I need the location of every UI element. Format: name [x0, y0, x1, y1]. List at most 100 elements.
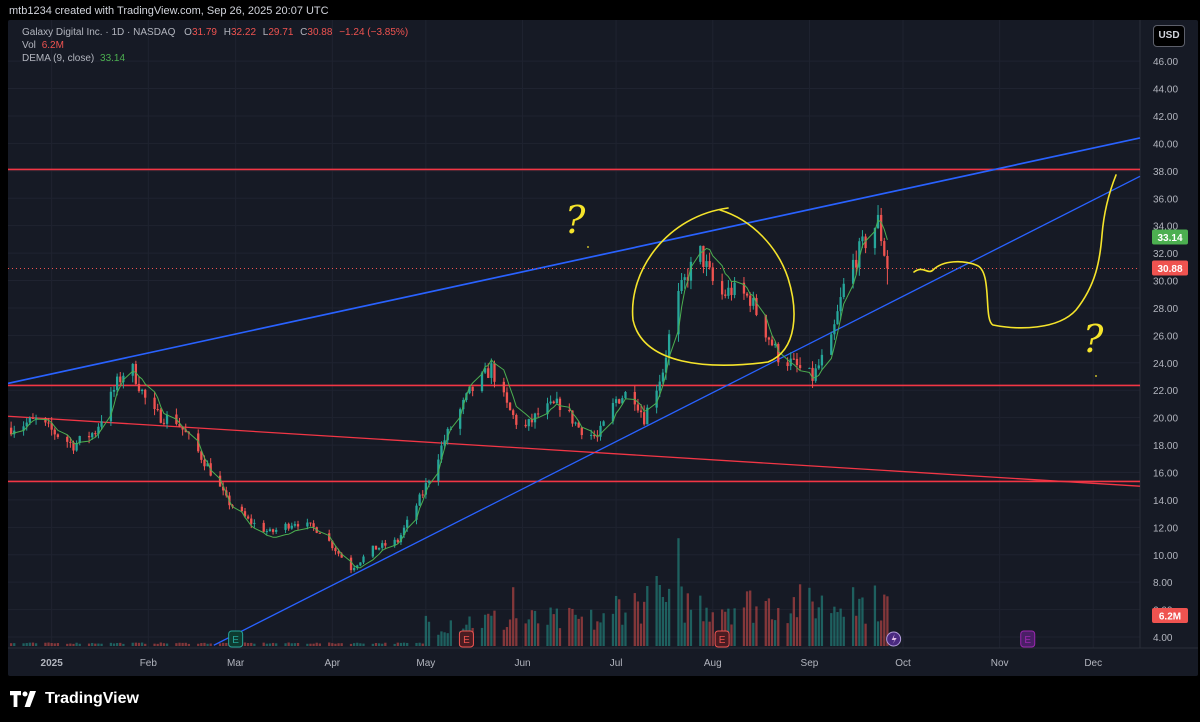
volume-bar — [446, 633, 449, 646]
volume-bar — [203, 642, 206, 646]
volume-bar — [97, 643, 100, 646]
candle-body — [200, 451, 203, 460]
candle-body — [515, 414, 518, 425]
candle-body — [646, 407, 649, 425]
candle-body — [667, 334, 671, 358]
candle-body — [296, 524, 300, 527]
x-tick-label: Nov — [991, 658, 1009, 669]
volume-bar — [639, 623, 643, 646]
volume-bar — [140, 642, 144, 646]
volume-bar — [78, 643, 81, 646]
chart-credit: mtb1234 created with TradingView.com, Se… — [9, 5, 329, 17]
candle-body — [206, 463, 209, 467]
volume-bar — [830, 613, 833, 646]
volume-bar — [702, 621, 705, 646]
candle-body — [418, 494, 421, 506]
trend-line-rising-support[interactable] — [213, 175, 1141, 646]
volume-bar — [56, 643, 60, 646]
candle-body — [359, 562, 362, 566]
candle-body — [636, 404, 640, 411]
drawing-circle[interactable] — [631, 207, 795, 366]
candle-body — [78, 436, 81, 443]
y-tick-label: 20.00 — [1153, 414, 1178, 425]
candle-body — [318, 532, 321, 534]
annotation-dot — [1095, 375, 1097, 377]
volume-bar — [47, 642, 50, 646]
volume-bar — [122, 643, 125, 646]
candle-body — [680, 279, 683, 292]
earnings-marker-icon[interactable] — [1020, 630, 1036, 648]
volume-bar — [406, 642, 409, 646]
candle-body — [384, 543, 387, 546]
candle-body — [100, 421, 103, 427]
candle-body — [162, 422, 166, 424]
volume-bar — [153, 643, 156, 646]
candle-body — [44, 417, 47, 423]
volume-bar — [724, 611, 727, 646]
candle-body — [855, 259, 858, 268]
candle-body — [396, 539, 399, 543]
currency-button[interactable]: USD — [1153, 25, 1185, 47]
legend-symbol: Galaxy Digital Inc. · 1D · NASDAQ — [22, 27, 176, 38]
y-tick-label: 14.00 — [1153, 496, 1178, 507]
volume-bar — [25, 643, 28, 646]
candle-body — [290, 525, 293, 529]
volume-bar — [250, 642, 253, 646]
volume-bar — [399, 642, 403, 646]
price-chart[interactable]: ??EEEE4.006.008.0010.0012.0014.0016.0018… — [8, 20, 1198, 676]
chart-panel[interactable]: ??EEEE4.006.008.0010.0012.0014.0016.0018… — [8, 20, 1198, 676]
candle-body — [284, 523, 287, 530]
volume-bar — [449, 620, 452, 646]
volume-bar — [31, 642, 35, 646]
candle-body — [165, 414, 169, 424]
volume-bar — [643, 601, 646, 646]
volume-bar — [833, 606, 836, 646]
volume-bar — [53, 643, 56, 646]
volume-bar — [524, 623, 527, 646]
volume-bar — [727, 608, 730, 646]
earnings-marker-icon[interactable] — [228, 630, 244, 648]
volume-bar — [624, 612, 627, 646]
earnings-marker-icon[interactable] — [714, 630, 730, 648]
volume-bar — [599, 622, 602, 646]
annotation-question-mark: ? — [565, 198, 586, 242]
candle-body — [334, 548, 337, 552]
volume-bar — [855, 615, 858, 646]
volume-bar — [334, 643, 337, 646]
volume-bar — [44, 642, 47, 646]
volume-bar — [165, 643, 169, 646]
volume-bar — [287, 642, 290, 646]
candle-body — [711, 267, 714, 282]
candle-body — [689, 261, 693, 281]
drawing-path[interactable] — [913, 174, 1117, 329]
volume-bar — [767, 598, 771, 646]
earnings-marker-label: E — [1024, 635, 1031, 646]
candle-body — [512, 410, 515, 415]
volume-bar — [614, 595, 618, 646]
volume-bar — [374, 643, 378, 646]
legend-close: 30.88 — [307, 27, 333, 38]
candle-body — [820, 354, 824, 366]
volume-bar — [137, 642, 141, 646]
candle-body — [842, 283, 845, 298]
trend-line-descending-line[interactable] — [8, 415, 1141, 487]
volume-bar — [265, 643, 268, 646]
candle-body — [614, 399, 618, 403]
volume-bar — [571, 608, 574, 646]
candle-body — [144, 389, 147, 398]
volume-bar — [315, 642, 318, 646]
candle-body — [639, 410, 643, 413]
legend-volume-value: 6.2M — [41, 40, 64, 51]
candle-body — [362, 556, 365, 563]
tradingview-logo-icon — [10, 691, 36, 707]
volume-bar — [197, 643, 200, 646]
x-tick-label: Mar — [227, 658, 245, 669]
candle-body — [137, 383, 141, 392]
candle-body — [546, 403, 549, 415]
earnings-marker-icon[interactable] — [458, 630, 474, 648]
y-tick-label: 32.00 — [1153, 249, 1178, 260]
trend-line-upper-resistance[interactable] — [8, 137, 1141, 385]
volume-bar — [94, 643, 97, 646]
candle-body — [502, 381, 505, 393]
volume-bar — [677, 538, 680, 646]
